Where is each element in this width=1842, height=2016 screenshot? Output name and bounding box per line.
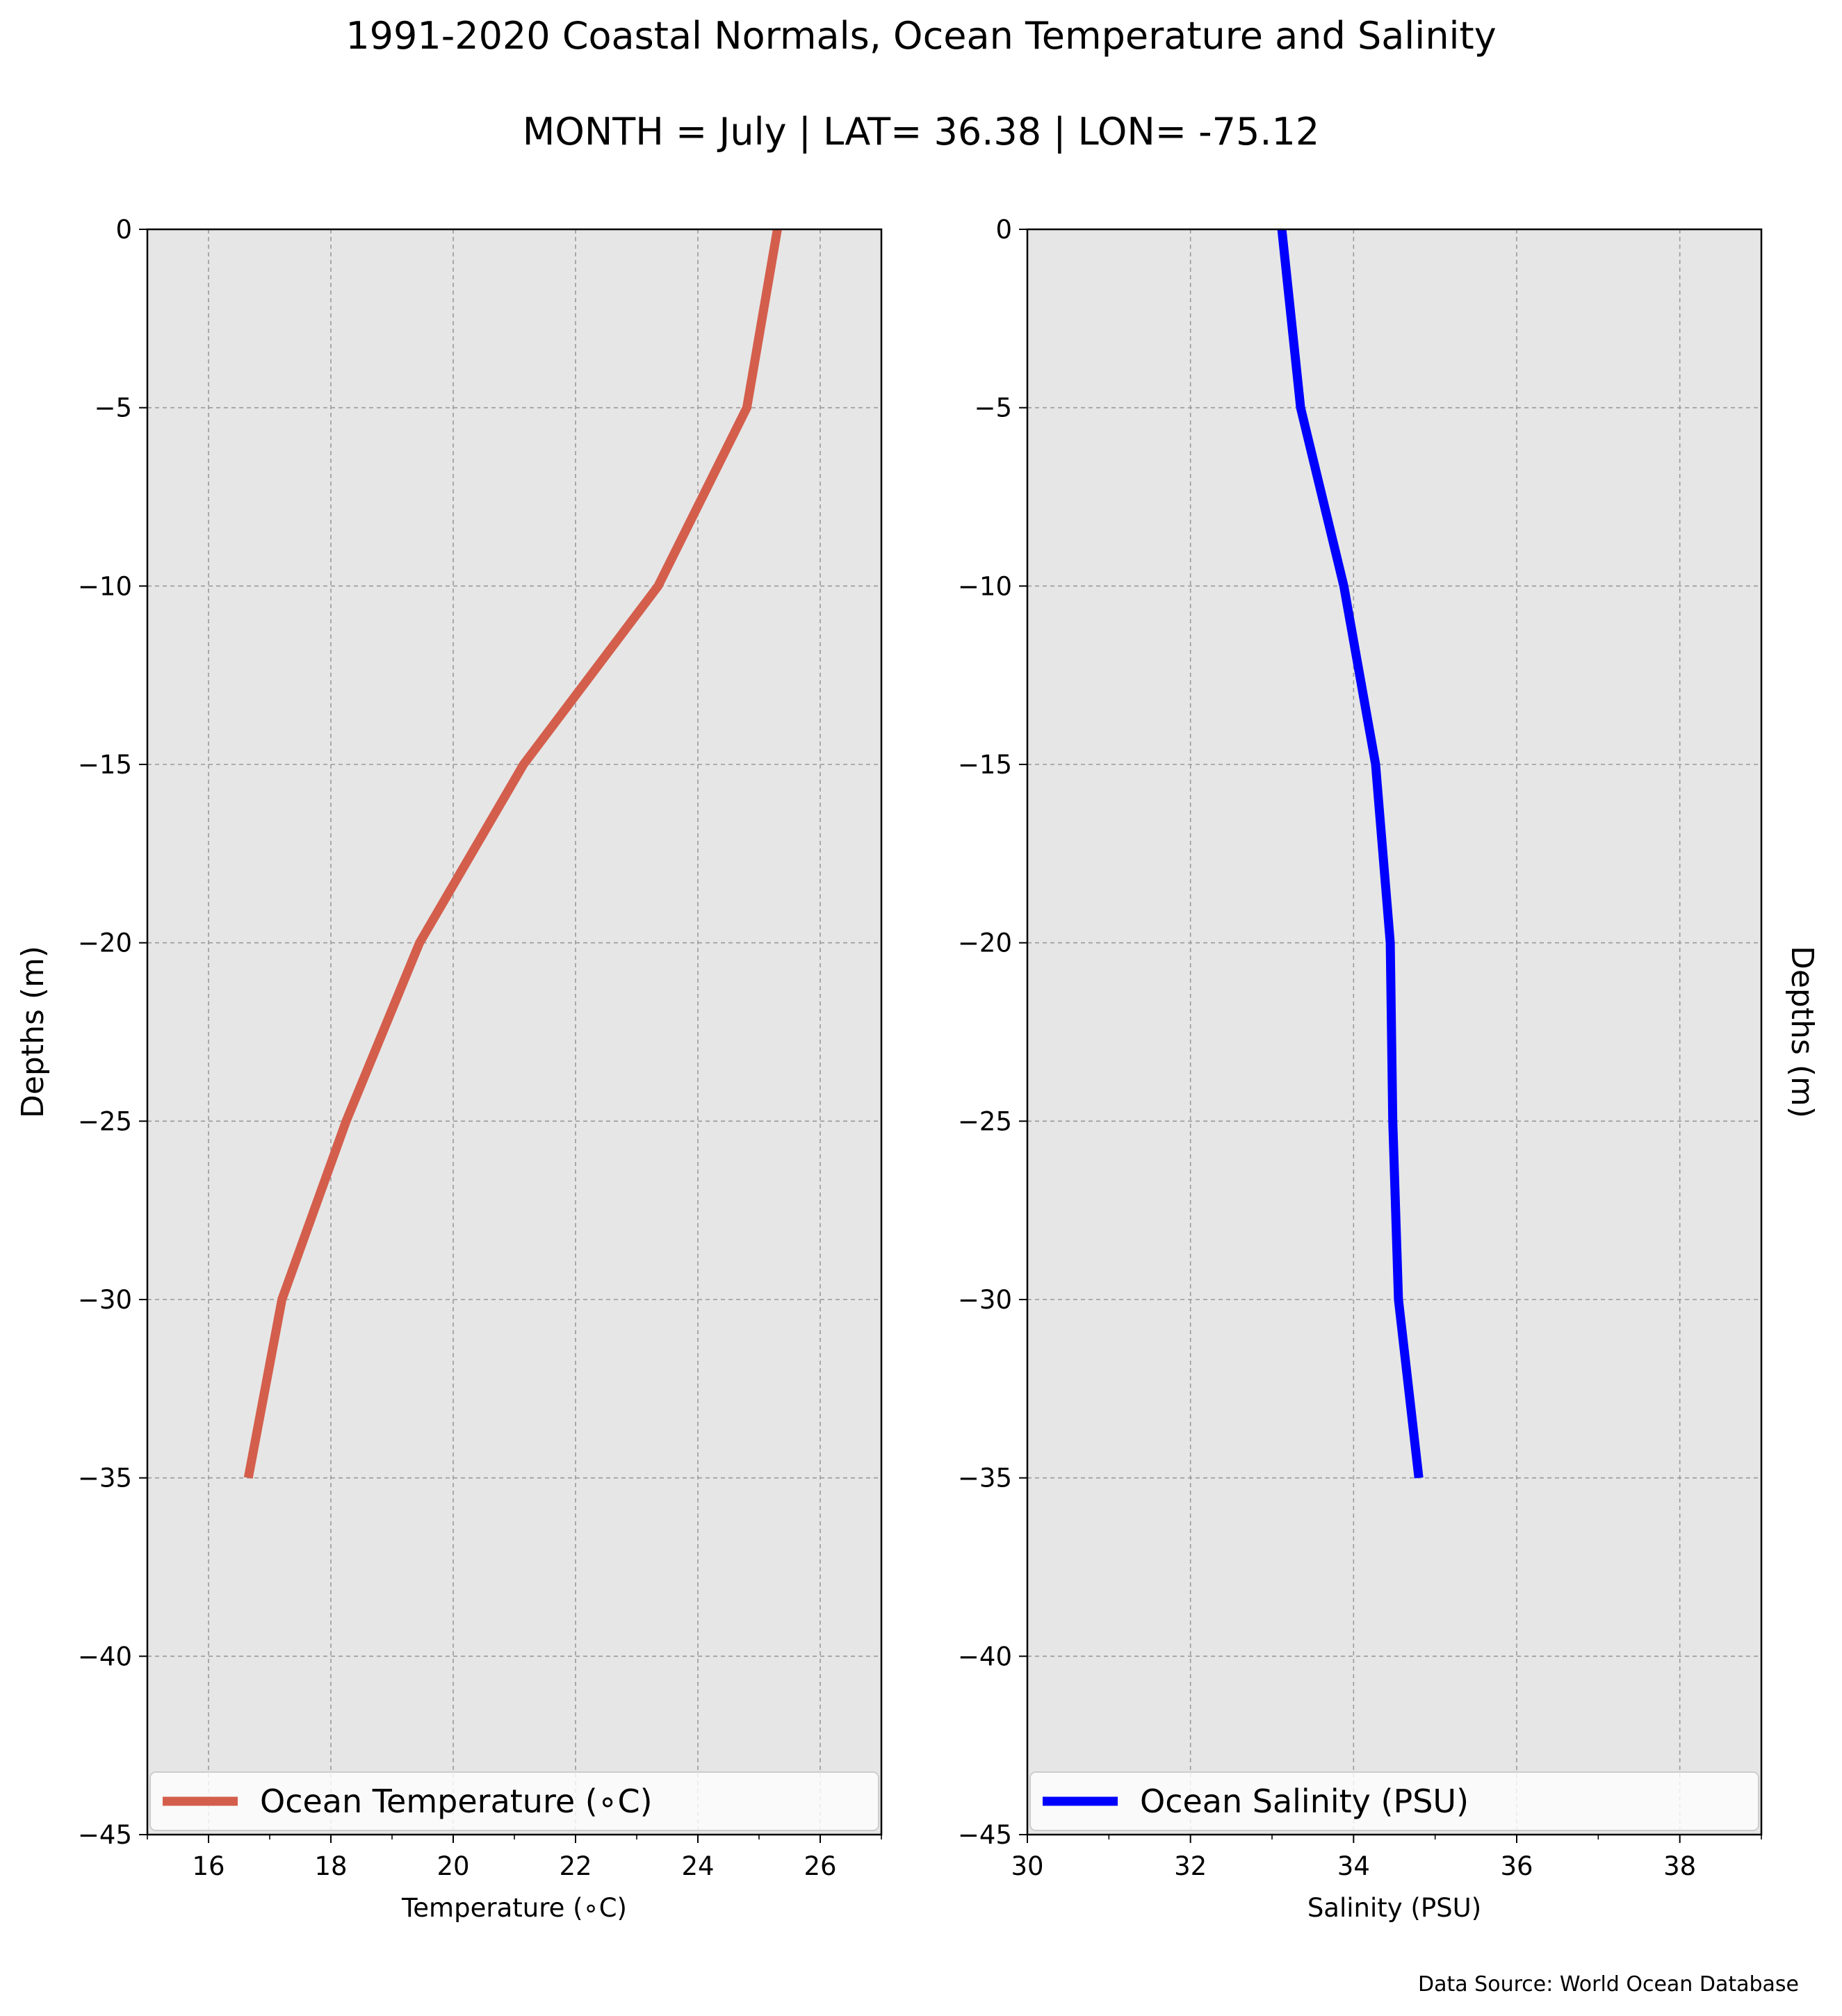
- salinity-ytick-label: −5: [974, 393, 1012, 423]
- salinity-xtick-label: 36: [1500, 1851, 1533, 1881]
- salinity-ytick-label: −40: [958, 1641, 1012, 1671]
- temperature-ytick-label: −25: [78, 1106, 132, 1136]
- temperature-xtick-label: 18: [314, 1851, 347, 1881]
- salinity-ytick-label: −35: [958, 1464, 1012, 1493]
- salinity-ytick-label: −15: [958, 750, 1012, 780]
- chart-subtitle: MONTH = July | LAT= 36.38 | LON= -75.12: [522, 110, 1320, 154]
- temperature-ytick-label: 0: [115, 215, 132, 245]
- temperature-xtick-label: 26: [804, 1851, 836, 1881]
- temperature-xtick-label: 24: [681, 1851, 714, 1881]
- temperature-ytick-label: −40: [78, 1641, 132, 1671]
- temperature-legend: Ocean Temperature (∘C): [149, 1771, 879, 1831]
- salinity-ytick-label: 0: [995, 215, 1012, 245]
- temperature-ytick-label: −15: [78, 750, 132, 780]
- salinity-ytick-label: −30: [958, 1285, 1012, 1315]
- salinity-xtick-label: 38: [1663, 1851, 1696, 1881]
- temperature-legend-box: [149, 1771, 879, 1831]
- temperature-series-line: [243, 228, 782, 1479]
- chart-title: 1991-2020 Coastal Normals, Ocean Tempera…: [345, 14, 1497, 58]
- temperature-x-axis-label: Temperature (∘C): [401, 1893, 627, 1923]
- salinity-legend-label: Ocean Salinity (PSU): [1140, 1783, 1469, 1820]
- temperature-xtick-label: 16: [192, 1851, 225, 1881]
- salinity-legend: Ocean Salinity (PSU): [1029, 1771, 1759, 1831]
- temperature-ytick-label: −10: [78, 571, 132, 601]
- temperature-panel: 0 −5 −10 −15 −20 −25 −30 −35 −40 −45 16 18 20 22 24 26 T…: [15, 215, 883, 1923]
- temperature-ytick-label: −20: [78, 928, 132, 958]
- temperature-ytick-label: −45: [78, 1820, 132, 1850]
- salinity-xtick-label: 34: [1337, 1851, 1370, 1881]
- salinity-legend-box: [1029, 1771, 1759, 1831]
- salinity-x-axis-label: Salinity (PSU): [1307, 1893, 1481, 1923]
- temperature-ytick-label: −5: [94, 393, 132, 423]
- temperature-ytick-label: −35: [78, 1464, 132, 1493]
- salinity-ytick-label: −25: [958, 1106, 1012, 1136]
- salinity-axes-frame: [1026, 228, 1763, 1836]
- salinity-ytick-label: −45: [958, 1820, 1012, 1850]
- temperature-legend-label: Ocean Temperature (∘C): [260, 1783, 653, 1820]
- temperature-y-axis-label: Depths (m): [15, 946, 51, 1118]
- salinity-series-line: [1277, 229, 1424, 1479]
- salinity-ytick-label: −10: [958, 571, 1012, 601]
- salinity-xtick-label: 30: [1011, 1851, 1043, 1881]
- salinity-ytick-label: −20: [958, 928, 1012, 958]
- temperature-plot-area: [147, 229, 881, 1835]
- temperature-xtick-label: 22: [559, 1851, 592, 1881]
- temperature-ytick-label: −30: [78, 1285, 132, 1315]
- data-source-note: Data Source: World Ocean Database: [1418, 1972, 1799, 1997]
- salinity-y-axis-label: Depths (m): [1784, 946, 1820, 1118]
- salinity-xtick-label: 32: [1174, 1851, 1207, 1881]
- temperature-xtick-label: 20: [437, 1851, 469, 1881]
